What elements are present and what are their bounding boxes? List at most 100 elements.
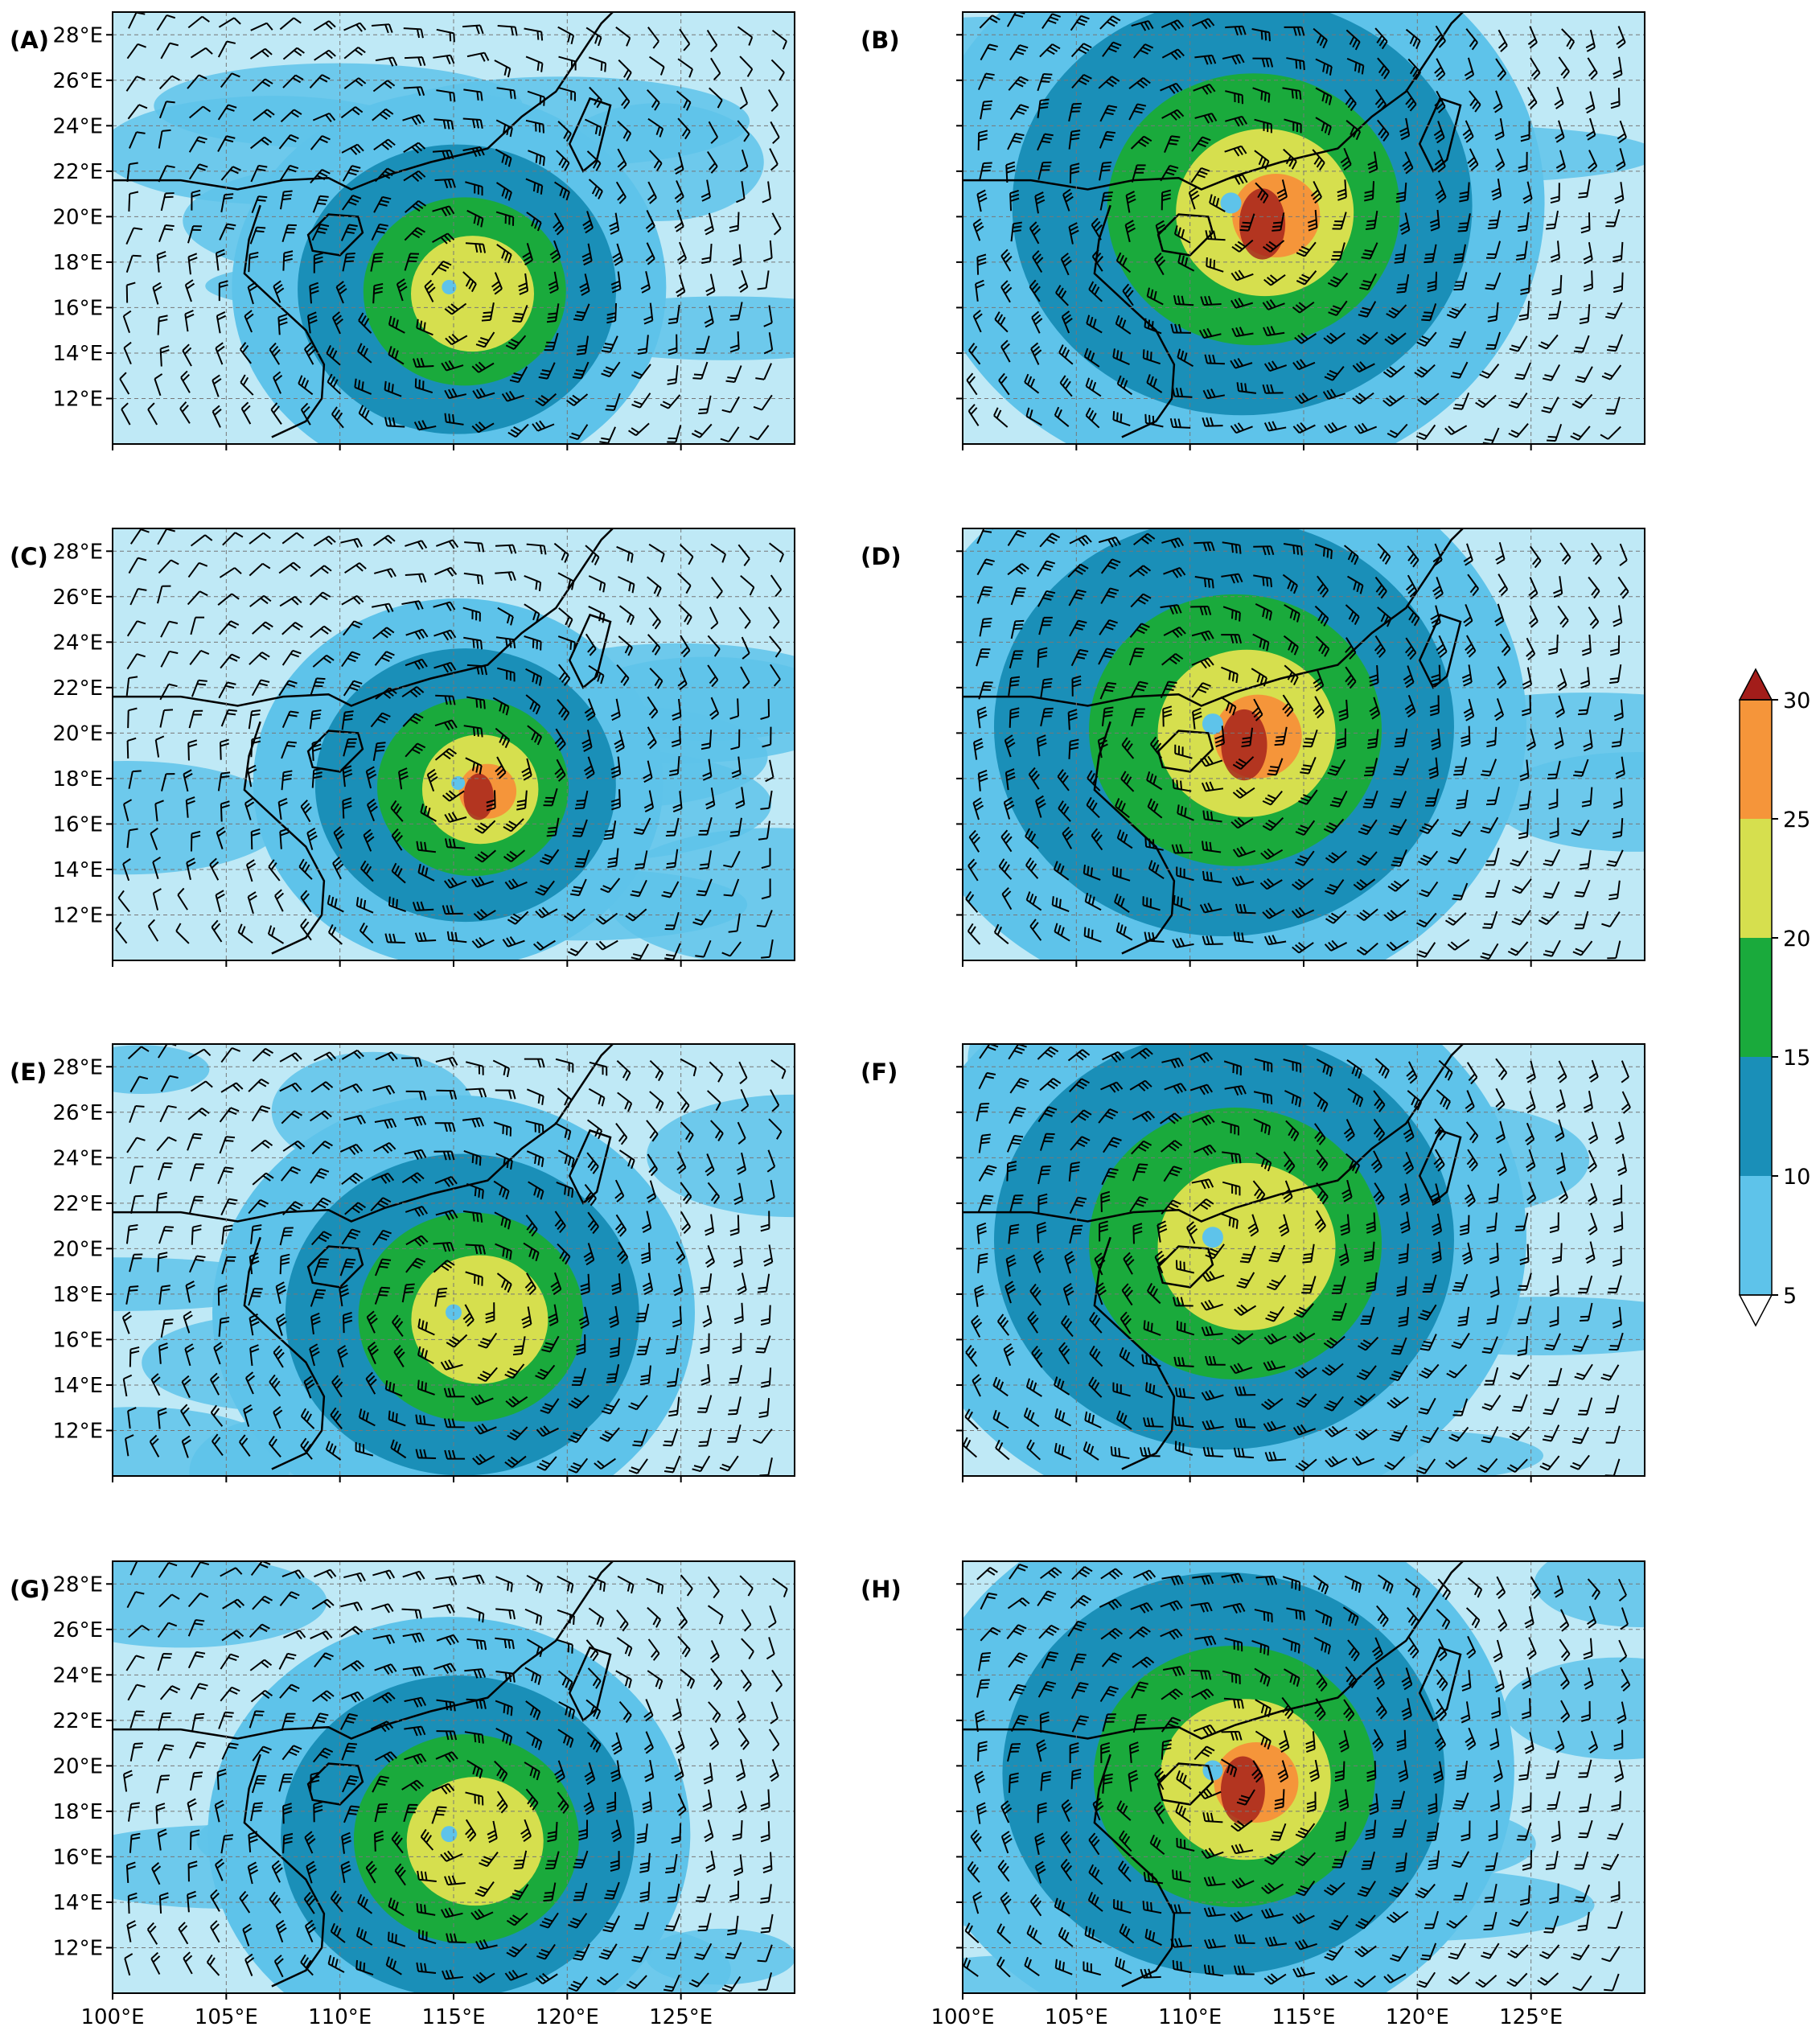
wind-barb xyxy=(312,112,336,123)
wind-barb xyxy=(1356,942,1378,956)
wind-barb xyxy=(760,1305,771,1326)
wind-barb xyxy=(1387,423,1408,438)
wind-barb xyxy=(237,923,253,944)
wind-barb xyxy=(1459,1215,1470,1236)
wind-barb xyxy=(252,1047,274,1062)
wind-barb xyxy=(1601,1946,1621,1963)
wind-barb xyxy=(388,1410,406,1427)
wind-barb xyxy=(250,136,273,150)
wind-barb xyxy=(189,1163,205,1182)
wind-barb xyxy=(1101,1652,1123,1667)
wind-barb xyxy=(1205,1355,1226,1366)
wind-barb xyxy=(244,797,255,820)
wind-barb xyxy=(1252,1180,1266,1202)
wind-barb xyxy=(159,709,174,728)
wind-barb xyxy=(432,1782,455,1794)
wind-barb xyxy=(248,709,261,730)
wind-barb xyxy=(1095,1282,1107,1305)
wind-barb xyxy=(758,820,770,841)
wind-barb xyxy=(1370,1150,1382,1174)
wind-barb xyxy=(1522,695,1531,717)
wind-barb xyxy=(1172,1959,1192,1974)
wind-barb xyxy=(1325,1456,1348,1468)
wind-barb xyxy=(1007,529,1027,547)
wind-barb xyxy=(279,1052,302,1063)
wind-barb xyxy=(762,1852,773,1874)
wind-barb xyxy=(1356,1365,1377,1380)
wind-barb xyxy=(1396,1276,1407,1297)
wind-barb xyxy=(215,1858,225,1881)
wind-barb xyxy=(218,280,228,302)
wind-barb xyxy=(732,1333,742,1354)
wind-barb xyxy=(525,178,544,195)
wind-barb xyxy=(723,878,740,897)
wind-barb xyxy=(221,1742,239,1760)
wind-barb xyxy=(1573,335,1590,353)
wind-barb xyxy=(1205,1244,1225,1260)
wind-barb xyxy=(972,1374,982,1397)
wind-barb xyxy=(1365,210,1378,230)
lon-tick-label: 105°E xyxy=(195,2005,258,2029)
wind-barb xyxy=(184,279,195,302)
lat-tick-label: 20°E xyxy=(52,1754,103,1778)
wind-barb xyxy=(403,1803,418,1823)
wind-barb xyxy=(1038,616,1053,635)
wind-barb xyxy=(1522,667,1533,689)
wind-barb xyxy=(1282,1576,1301,1591)
wind-barb xyxy=(1029,221,1041,245)
wind-barb xyxy=(525,1700,541,1720)
wind-barb xyxy=(1054,406,1070,427)
wind-barb xyxy=(1131,1681,1148,1699)
wind-barb xyxy=(1054,1959,1073,1975)
wind-barb xyxy=(543,1882,557,1902)
wind-barb xyxy=(392,1314,404,1338)
wind-barb xyxy=(1293,1302,1314,1318)
wind-barb xyxy=(125,254,142,273)
hainan-coast xyxy=(1157,1245,1214,1289)
wind-barb xyxy=(740,1669,752,1692)
wind-barb xyxy=(1451,820,1471,837)
wind-barb xyxy=(610,789,621,811)
map-panel: 28°E26°E24°E22°E20°E18°E16°E14°E12°E(A) xyxy=(10,11,795,450)
wind-barb xyxy=(281,1712,296,1731)
wind-barb xyxy=(536,1456,557,1471)
wind-barb xyxy=(648,150,663,171)
wind-barb xyxy=(273,1345,285,1368)
wind-barb xyxy=(573,1943,590,1961)
wind-barb xyxy=(526,543,547,555)
wind-barb xyxy=(1604,1395,1620,1414)
wind-barb xyxy=(1201,841,1222,853)
wind-barb xyxy=(1448,1426,1469,1442)
colorbar-extend-max xyxy=(1738,668,1773,701)
wind-barb xyxy=(300,402,311,426)
wind-barb xyxy=(1310,180,1322,204)
wind-barb xyxy=(1317,575,1329,598)
wind-barb xyxy=(1010,1714,1029,1732)
wind-barb xyxy=(668,334,678,356)
wind-barb xyxy=(606,1791,617,1813)
wind-barb xyxy=(1617,1701,1627,1725)
wind-barb xyxy=(697,1913,712,1932)
wind-barb xyxy=(1070,1594,1092,1610)
lat-tick-label: 14°E xyxy=(52,858,103,882)
wind-barb xyxy=(1202,388,1226,400)
wind-barb xyxy=(1292,1424,1317,1436)
wind-barb xyxy=(1003,1342,1015,1367)
wind-barb xyxy=(586,150,602,172)
wind-barb xyxy=(126,828,138,849)
wind-barb xyxy=(330,1407,343,1429)
wind-barb xyxy=(1263,1973,1287,1985)
wind-barb xyxy=(1163,626,1186,639)
wind-barb xyxy=(558,664,571,686)
wind-barb xyxy=(1313,1575,1329,1595)
wind-barb xyxy=(1103,1137,1122,1153)
wind-barb xyxy=(610,1819,622,1843)
wind-barb xyxy=(314,1652,334,1668)
coastline xyxy=(113,1561,614,1740)
wind-barb xyxy=(1231,327,1254,338)
wind-barb xyxy=(1325,878,1345,895)
wind-barb xyxy=(158,559,179,574)
wind-barb xyxy=(1580,1700,1591,1722)
wind-barb xyxy=(524,635,542,651)
wind-barb xyxy=(1434,58,1446,81)
